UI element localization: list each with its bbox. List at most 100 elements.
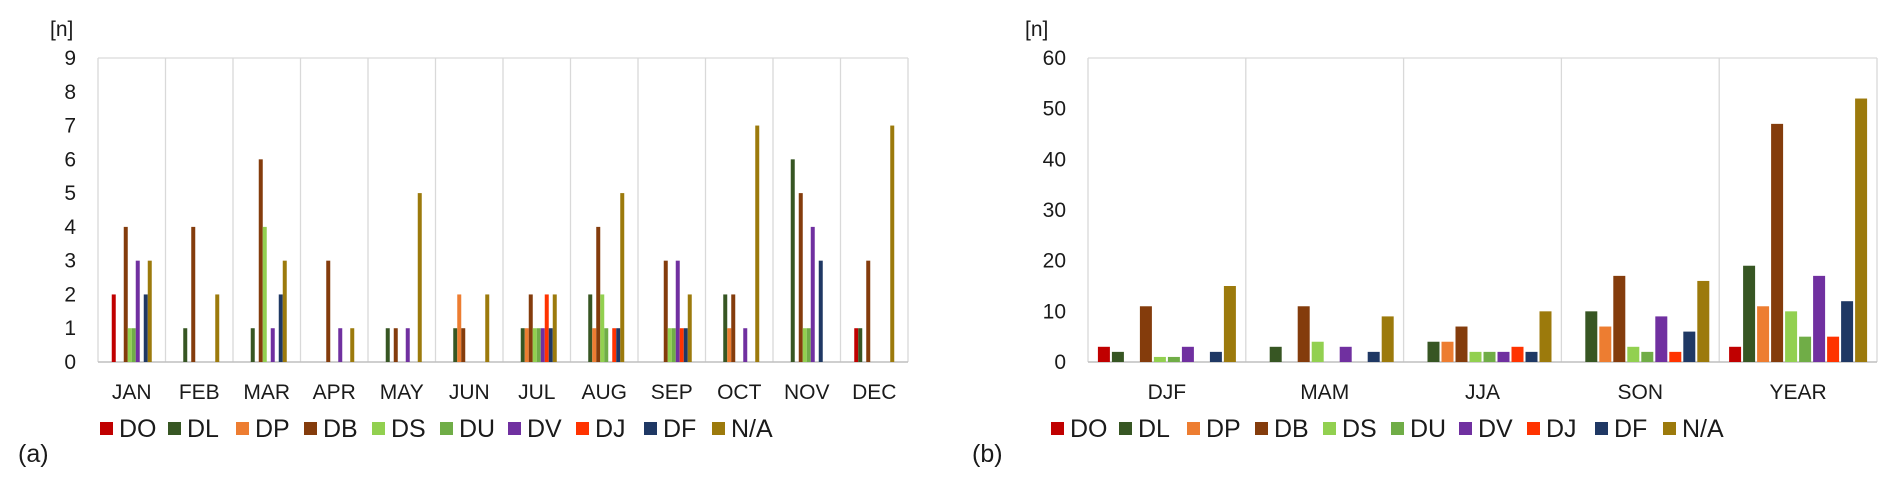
x-category-label: JJA (1465, 381, 1500, 404)
legend-label: DV (527, 415, 562, 443)
bar-du-jul (536, 328, 541, 362)
y-tick-label: 3 (64, 250, 76, 273)
legend-label: DO (1070, 415, 1108, 443)
bar-dl-mam (1269, 346, 1282, 362)
legend-label: DF (1614, 415, 1647, 443)
y-tick-label: 40 (1043, 148, 1066, 171)
bar-dp-jja (1441, 341, 1454, 362)
bar-dl-may (385, 328, 390, 362)
bar-do-djf (1097, 346, 1110, 362)
legend-swatch (440, 422, 453, 435)
legend-label: DF (663, 415, 696, 443)
bar-na-jja (1539, 311, 1552, 362)
y-tick-label: 0 (64, 351, 76, 374)
x-category-label: DJF (1148, 381, 1187, 404)
bar-dv-apr (338, 328, 343, 362)
bar-dp-jun (457, 294, 462, 362)
bar-ds-mar (262, 226, 267, 362)
bar-ds-jul (532, 328, 537, 362)
bar-na-may (417, 193, 422, 362)
bar-dl-year (1743, 265, 1756, 362)
bar-dv-son (1655, 316, 1668, 362)
bar-db-jun (461, 328, 466, 362)
x-category-label: JUN (449, 381, 490, 404)
y-axis-unit-label: [n] (1025, 18, 1048, 41)
y-tick-label: 50 (1043, 98, 1066, 121)
legend-label: DU (459, 415, 495, 443)
x-category-label: SON (1618, 381, 1664, 404)
bar-dv-djf (1181, 346, 1194, 362)
bar-dl-oct (723, 294, 728, 362)
x-category-label: AUG (581, 381, 627, 404)
bar-dv-jja (1497, 351, 1510, 362)
y-tick-label: 30 (1043, 199, 1066, 222)
bar-ds-jja (1469, 351, 1482, 362)
y-tick-label: 6 (64, 148, 76, 171)
legend-swatch (1391, 422, 1404, 435)
bar-dv-jan (135, 260, 140, 362)
legend-swatch (576, 422, 589, 435)
legend-label: DS (1342, 415, 1377, 443)
bar-dv-year (1813, 275, 1826, 362)
legend-swatch (1595, 422, 1608, 435)
legend-label: DL (187, 415, 219, 443)
bar-df-mam (1367, 351, 1380, 362)
bar-db-nov (798, 193, 803, 362)
bar-ds-jan (127, 328, 132, 362)
y-tick-label: 5 (64, 182, 76, 205)
bar-du-nov (806, 328, 811, 362)
bar-du-sep (671, 328, 676, 362)
bar-dv-sep (675, 260, 680, 362)
bar-df-jja (1525, 351, 1538, 362)
bar-ds-mam (1311, 341, 1324, 362)
legend-swatch (1187, 422, 1200, 435)
bar-na-oct (755, 125, 760, 362)
bar-na-jan (147, 260, 152, 362)
bar-do-jan (111, 294, 116, 362)
bar-df-djf (1209, 351, 1222, 362)
bar-db-jan (123, 226, 128, 362)
bar-db-mar (258, 159, 263, 362)
bar-dp-aug (592, 328, 597, 362)
legend-swatch (1527, 422, 1540, 435)
bar-na-feb (215, 294, 220, 362)
bar-dl-jja (1427, 341, 1440, 362)
bar-db-mam (1297, 306, 1310, 362)
legend-label: DO (119, 415, 157, 443)
bar-na-mam (1381, 316, 1394, 362)
bar-db-feb (191, 226, 196, 362)
bar-dp-son (1599, 326, 1612, 362)
bar-dl-jun (453, 328, 458, 362)
bar-df-mar (278, 294, 283, 362)
legend-label: N/A (731, 415, 773, 443)
bar-dv-may (405, 328, 410, 362)
bar-ds-aug (600, 294, 605, 362)
legend-swatch (1459, 422, 1472, 435)
legend-label: N/A (1682, 415, 1724, 443)
bar-dl-dec (858, 328, 863, 362)
bar-dv-mam (1339, 346, 1352, 362)
bar-na-year (1855, 98, 1868, 363)
bar-dj-year (1827, 336, 1840, 362)
legend-swatch (1323, 422, 1336, 435)
bar-db-apr (326, 260, 331, 362)
bar-dj-jja (1511, 346, 1524, 362)
legend-swatch (1255, 422, 1268, 435)
bar-df-nov (818, 260, 823, 362)
x-category-label: APR (313, 381, 356, 404)
bar-dj-son (1669, 351, 1682, 362)
y-tick-label: 4 (64, 216, 76, 239)
legend-swatch (644, 422, 657, 435)
bar-df-jul (548, 328, 553, 362)
bar-db-son (1613, 275, 1626, 362)
bar-na-jul (552, 294, 557, 362)
bar-db-may (393, 328, 398, 362)
bar-dj-jul (544, 294, 549, 362)
bar-dj-aug (612, 328, 617, 362)
legend-swatch (1663, 422, 1676, 435)
bar-db-jul (528, 294, 533, 362)
bar-db-year (1771, 123, 1784, 362)
bar-na-aug (620, 193, 625, 362)
legend-label: DB (1274, 415, 1309, 443)
y-tick-label: 60 (1043, 47, 1066, 70)
